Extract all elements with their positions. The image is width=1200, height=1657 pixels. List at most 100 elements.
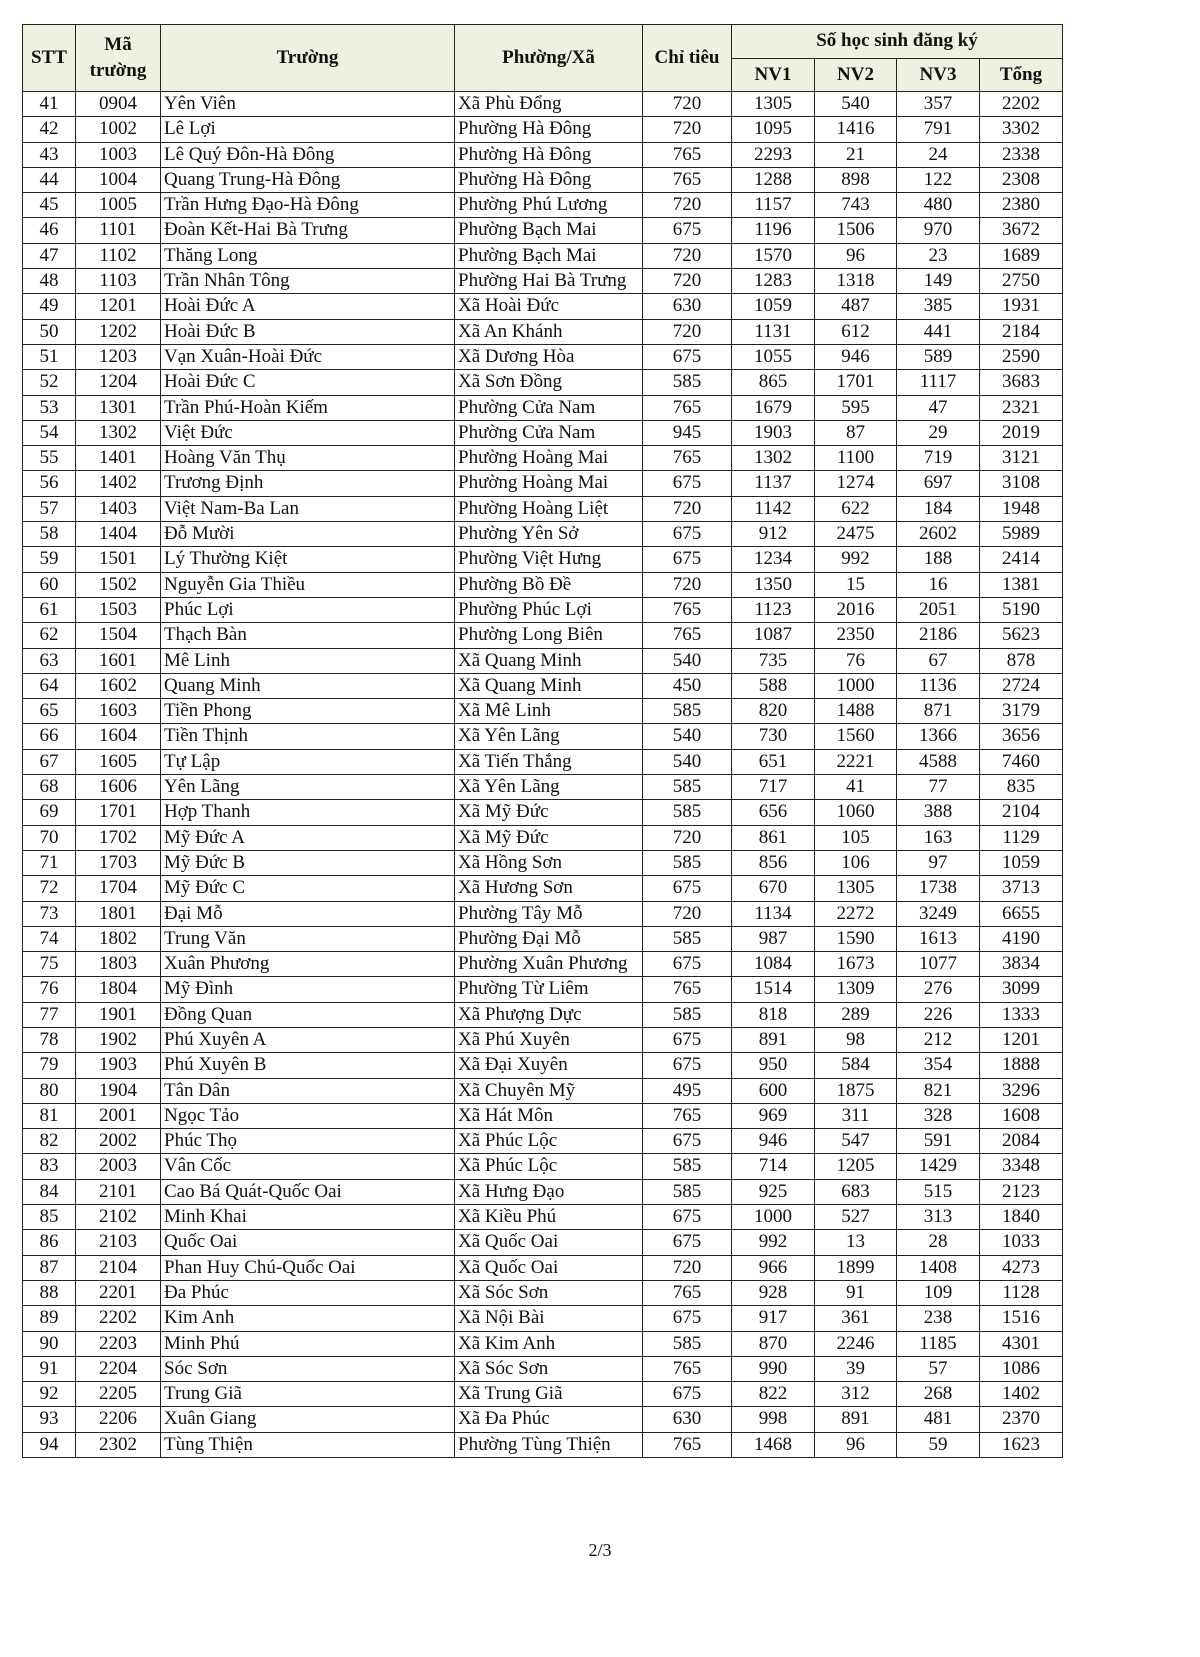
cell-nv1: 730 — [731, 723, 815, 750]
cell-phuong-xa: Phường Hà Đông — [454, 166, 643, 194]
cell-tong: 6655 — [978, 900, 1064, 927]
cell-stt: 76 — [22, 976, 76, 1003]
cell-truong: Minh Khai — [160, 1204, 455, 1231]
cell-nv1: 992 — [731, 1229, 815, 1256]
cell-chi-tieu: 720 — [642, 571, 732, 598]
cell-phuong-xa: Phường Yên Sở — [454, 521, 643, 548]
cell-nv1: 1095 — [731, 116, 815, 143]
cell-nv2: 87 — [814, 419, 897, 447]
cell-nv3: 1613 — [896, 925, 980, 953]
cell-chi-tieu: 765 — [642, 1431, 732, 1459]
cell-ma-truong: 1202 — [75, 318, 161, 345]
cell-nv3: 29 — [896, 419, 980, 447]
cell-chi-tieu: 675 — [642, 951, 732, 978]
cell-nv3: 481 — [896, 1406, 980, 1433]
cell-nv2: 41 — [814, 774, 897, 801]
cell-nv1: 1570 — [731, 242, 815, 270]
cell-nv3: 188 — [896, 546, 980, 573]
cell-tong: 835 — [978, 774, 1064, 801]
table-row: 47 1102 Thăng Long Phường Bạch Mai 720 1570 96… — [22, 242, 1064, 270]
table-row: 75 1803 Xuân Phương Phường Xuân Phương 675 10… — [22, 951, 1064, 978]
cell-tong: 3108 — [978, 470, 1064, 497]
cell-nv3: 441 — [896, 318, 980, 345]
cell-phuong-xa: Phường Long Biên — [454, 622, 643, 649]
cell-truong: Phúc Thọ — [160, 1128, 455, 1155]
cell-chi-tieu: 540 — [642, 723, 732, 750]
table-row: 68 1606 Yên Lãng Xã Yên Lãng 585 717 41 77 835 — [22, 774, 1064, 801]
cell-nv1: 990 — [731, 1355, 815, 1383]
cell-truong: Hợp Thanh — [160, 799, 455, 826]
table-row: 44 1004 Quang Trung-Hà Đông Phường Hà Đông 7… — [22, 166, 1064, 194]
cell-nv3: 238 — [896, 1305, 980, 1332]
cell-ma-truong: 1301 — [75, 394, 161, 421]
cell-stt: 87 — [22, 1254, 76, 1281]
cell-truong: Yên Viên — [160, 90, 455, 118]
cell-nv1: 1000 — [731, 1204, 815, 1231]
cell-nv1: 670 — [731, 875, 815, 902]
cell-nv2: 527 — [814, 1204, 897, 1231]
cell-nv1: 1131 — [731, 318, 815, 345]
table-row: 49 1201 Hoài Đức A Xã Hoài Đức 630 1059 487 385… — [22, 293, 1064, 320]
cell-nv3: 1429 — [896, 1153, 980, 1180]
cell-nv2: 1100 — [814, 445, 897, 472]
cell-nv1: 1302 — [731, 445, 815, 472]
cell-stt: 68 — [22, 774, 76, 801]
cell-ma-truong: 1403 — [75, 495, 161, 523]
cell-phuong-xa: Phường Tùng Thiện — [454, 1431, 643, 1459]
cell-ma-truong: 1504 — [75, 622, 161, 649]
cell-tong: 2104 — [978, 799, 1064, 826]
cell-nv2: 1060 — [814, 799, 897, 826]
header-phuong-xa: Phường/Xã — [454, 24, 643, 92]
cell-phuong-xa: Xã Đa Phúc — [454, 1406, 643, 1433]
cell-tong: 3099 — [978, 976, 1064, 1003]
cell-truong: Xuân Giang — [160, 1406, 455, 1433]
cell-tong: 5989 — [978, 521, 1064, 548]
cell-stt: 78 — [22, 1026, 76, 1054]
cell-nv2: 98 — [814, 1026, 897, 1054]
cell-nv2: 992 — [814, 546, 897, 573]
cell-truong: Thạch Bàn — [160, 622, 455, 649]
cell-phuong-xa: Phường Phú Lương — [454, 192, 643, 219]
table-row: 93 2206 Xuân Giang Xã Đa Phúc 630 998 891 481 23… — [22, 1406, 1064, 1433]
cell-nv3: 122 — [896, 166, 980, 194]
cell-nv2: 1205 — [814, 1153, 897, 1180]
cell-nv1: 925 — [731, 1178, 815, 1206]
cell-nv1: 1055 — [731, 343, 815, 371]
cell-truong: Tiền Thịnh — [160, 723, 455, 750]
table-row: 85 2102 Minh Khai Xã Kiều Phú 675 1000 527 313 1… — [22, 1204, 1064, 1231]
cell-ma-truong: 1501 — [75, 546, 161, 573]
cell-nv2: 1673 — [814, 951, 897, 978]
cell-stt: 59 — [22, 546, 76, 573]
cell-chi-tieu: 765 — [642, 394, 732, 421]
cell-phuong-xa: Xã Phúc Lộc — [454, 1153, 643, 1180]
cell-tong: 1128 — [978, 1279, 1064, 1307]
cell-ma-truong: 1606 — [75, 774, 161, 801]
cell-nv1: 998 — [731, 1406, 815, 1433]
cell-ma-truong: 1101 — [75, 217, 161, 244]
header-tong: Tổng — [978, 58, 1064, 92]
cell-stt: 88 — [22, 1279, 76, 1307]
cell-nv3: 1185 — [896, 1330, 980, 1357]
cell-nv1: 1305 — [731, 90, 815, 118]
cell-truong: Đoàn Kết-Hai Bà Trưng — [160, 217, 455, 244]
cell-phuong-xa: Xã Quang Minh — [454, 672, 643, 700]
cell-nv2: 547 — [814, 1128, 897, 1155]
cell-nv3: 59 — [896, 1431, 980, 1459]
table-row: 78 1902 Phú Xuyên A Xã Phú Xuyên 675 891 98 212… — [22, 1026, 1064, 1054]
cell-nv1: 861 — [731, 824, 815, 851]
cell-phuong-xa: Phường Bồ Đề — [454, 571, 643, 598]
table-row: 91 2204 Sóc Sơn Xã Sóc Sơn 765 990 39 57 1086 — [22, 1355, 1064, 1383]
cell-phuong-xa: Xã Hoài Đức — [454, 293, 643, 320]
cell-truong: Cao Bá Quát-Quốc Oai — [160, 1178, 455, 1206]
cell-chi-tieu: 720 — [642, 495, 732, 523]
cell-stt: 49 — [22, 293, 76, 320]
cell-stt: 89 — [22, 1305, 76, 1332]
cell-chi-tieu: 675 — [642, 343, 732, 371]
table-row: 73 1801 Đại Mỗ Phường Tây Mỗ 720 1134 2272 3249… — [22, 900, 1064, 927]
cell-phuong-xa: Xã Phượng Dực — [454, 1001, 643, 1028]
cell-phuong-xa: Xã Hưng Đạo — [454, 1178, 643, 1206]
cell-nv1: 1468 — [731, 1431, 815, 1459]
cell-phuong-xa: Xã Hồng Sơn — [454, 849, 643, 877]
table-row: 88 2201 Đa Phúc Xã Sóc Sơn 765 928 91 109 1128 — [22, 1279, 1064, 1307]
cell-stt: 61 — [22, 596, 76, 624]
